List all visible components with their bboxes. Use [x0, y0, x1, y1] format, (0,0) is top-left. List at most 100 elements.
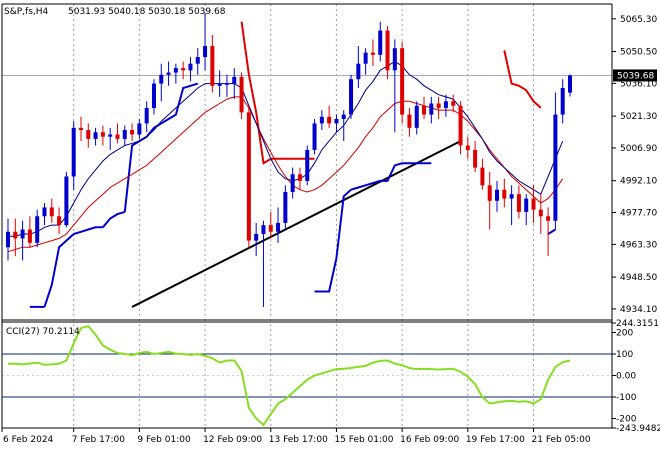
candle-body [538, 209, 543, 217]
candle-body [414, 105, 419, 128]
candle-body [305, 149, 310, 181]
candle-body [276, 222, 281, 232]
trailing-stop-red [240, 21, 258, 113]
candle-body [27, 229, 32, 243]
trailing-stop-blue [547, 228, 556, 235]
candle-body [181, 68, 186, 71]
candle-body [349, 79, 354, 115]
candle-body [71, 127, 76, 177]
y-tick-label: 4948.50 [620, 273, 657, 283]
cci-y-tick-label: 0.00 [616, 372, 636, 382]
cci-panel [2, 324, 612, 427]
candle-body [400, 48, 405, 115]
candle-body [458, 105, 463, 146]
candle-body [451, 101, 456, 106]
candle-body [78, 127, 83, 131]
x-tick-label: 16 Feb 09:00 [400, 435, 459, 445]
candle-body [254, 233, 259, 241]
candle-body [100, 132, 105, 137]
cci-y-tick-label: 200 [616, 329, 633, 339]
candle-body [93, 132, 98, 139]
candle-body [531, 198, 536, 210]
candle-body [224, 83, 229, 85]
trailing-stop-blue [102, 210, 126, 228]
candle-body [312, 123, 317, 150]
candle-body [334, 118, 339, 124]
candle-body [407, 114, 412, 128]
candle-body [363, 52, 368, 64]
candle-body [546, 216, 551, 221]
candle-body [173, 68, 178, 73]
candle-body [166, 72, 171, 75]
cci-header: CCI(27) 70.2114 [6, 327, 80, 337]
cci-y-tick-label: -200 [616, 415, 637, 425]
candle-body [86, 130, 91, 139]
current-price-box-bg [613, 69, 657, 82]
candle-body [246, 112, 251, 241]
candle-body [210, 46, 215, 86]
candle-body [144, 107, 149, 124]
candle-body [319, 116, 324, 124]
candle-body [560, 88, 565, 115]
candle-body [239, 76, 244, 113]
x-tick-label: 12 Feb 09:00 [203, 435, 262, 445]
candle-body [13, 231, 18, 239]
trailing-stop-blue [160, 82, 199, 125]
candle-body [268, 225, 273, 232]
candle-body [42, 207, 47, 217]
candle-body [465, 145, 470, 150]
trailing-stop-red [503, 50, 542, 109]
y-tick-label: 4977.70 [620, 209, 657, 219]
cci-y-tick-label: -243.9482 [616, 424, 660, 434]
candle-body [436, 103, 441, 108]
candle-body [137, 123, 142, 135]
candle-body [188, 63, 193, 71]
axes: 6 Feb 2024 7 Feb 17:00 9 Feb 01:00 12 Feb 0… [1, 3, 660, 445]
candle-body [108, 134, 113, 137]
candle-body [487, 185, 492, 201]
candle-body [509, 194, 514, 199]
ohlc-readout: 5031.93 5040.18 5030.18 5039.68 [68, 7, 226, 17]
cci-y-tick-label: 244.3151 [616, 319, 659, 329]
trailing-stop-blue [314, 188, 352, 293]
y-tick-label: 5036.10 [620, 79, 657, 89]
x-tick-label: 15 Feb 01:00 [334, 435, 393, 445]
candle-body [443, 101, 448, 108]
y-tick-label: 5021.30 [620, 112, 657, 122]
candle-body [49, 207, 54, 217]
y-tick-label: 4963.30 [620, 240, 657, 250]
candle-body [327, 116, 332, 124]
candle-body [20, 229, 25, 239]
trendline [131, 140, 461, 308]
candle-body [290, 174, 295, 192]
candle-body [203, 46, 208, 58]
candle-body [232, 76, 237, 84]
candle-body [122, 130, 127, 139]
x-tick-label: 19 Feb 17:00 [466, 435, 525, 445]
x-tick-label: 7 Feb 17:00 [72, 435, 126, 445]
candle-body [217, 83, 222, 86]
candle-body [151, 83, 156, 108]
trailing-stop-blue [43, 233, 75, 308]
candle-body [283, 191, 288, 223]
candle-body [261, 225, 266, 234]
cci-y-tick-label: 100 [616, 350, 633, 360]
y-tick-label: 5006.90 [620, 144, 657, 154]
y-tick-label: 5050.50 [620, 48, 657, 58]
cci-y-tick-label: -100 [616, 393, 637, 403]
candle-body [341, 114, 346, 119]
x-tick-label: 21 Feb 05:00 [532, 435, 591, 445]
candle-body [502, 189, 507, 199]
candle-body [516, 194, 521, 212]
candle-body [392, 48, 397, 71]
candle-body [115, 134, 120, 139]
y-tick-label: 4934.10 [620, 305, 657, 315]
candle-body [429, 103, 434, 115]
y-tick-label: 5065.30 [620, 15, 657, 25]
candle-body [57, 216, 62, 226]
candle-body [64, 176, 69, 226]
candle-body [553, 114, 558, 221]
slow-moving-average [7, 96, 564, 253]
